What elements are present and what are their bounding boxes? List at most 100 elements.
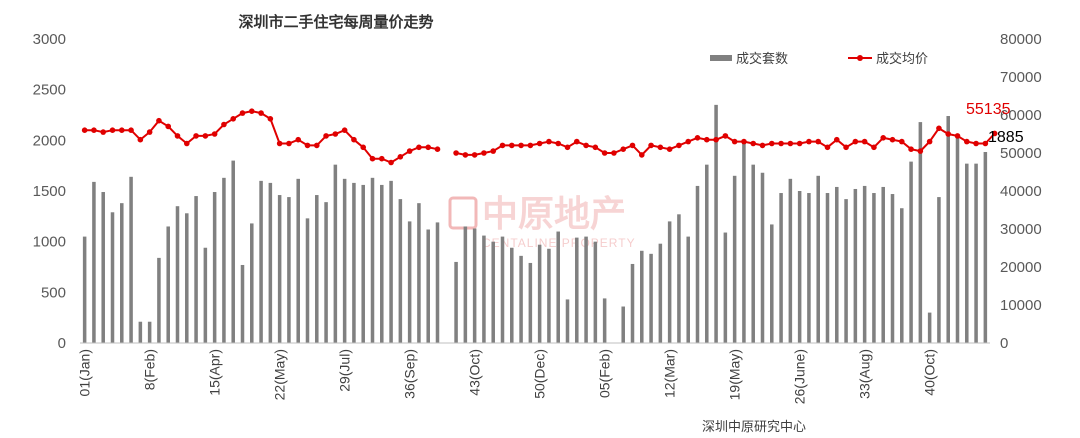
- x-tick-label: 01(Jan): [77, 349, 93, 396]
- avg-price-line-segment: [84, 110, 438, 164]
- data-label-last-price: 55135: [966, 101, 1011, 118]
- volume-bar: [463, 226, 468, 343]
- avg-price-point: [954, 133, 961, 139]
- right-y-tick-label: 40000: [1000, 183, 1042, 200]
- legend-volume-label: 成交套数: [736, 51, 788, 67]
- volume-bar: [454, 261, 458, 343]
- legend: 成交套数 成交均价: [710, 51, 928, 67]
- left-y-axis: 0 500 1000 1500 2000 2500 3000: [33, 31, 66, 352]
- x-tick-label: 43(Oct): [467, 349, 483, 396]
- volume-bar: [166, 226, 170, 343]
- volume-bar: [268, 182, 273, 343]
- volume-bar: [82, 236, 87, 343]
- volume-bar: [250, 223, 254, 343]
- avg-price-point: [917, 148, 924, 154]
- right-y-tick-label: 80000: [1000, 31, 1042, 48]
- right-y-tick-label: 30000: [1000, 221, 1042, 238]
- avg-price-point: [165, 123, 172, 130]
- avg-price-point: [713, 136, 719, 143]
- avg-price-point: [852, 138, 859, 145]
- volume-bar: [212, 192, 217, 343]
- volume-bar: [296, 178, 300, 343]
- legend-price-marker: [857, 55, 863, 61]
- volume-bar: [528, 262, 533, 343]
- avg-price-point: [211, 131, 218, 137]
- volume-bar: [231, 160, 235, 343]
- avg-price-point: [750, 140, 757, 147]
- avg-price-point: [982, 140, 989, 147]
- avg-price-point: [202, 133, 209, 139]
- avg-price-point: [416, 144, 422, 151]
- watermark: 中原地产 CENTALINE PROPERTY: [448, 194, 635, 250]
- volume-bar: [584, 236, 588, 343]
- avg-price-point: [945, 131, 952, 137]
- x-tick-label: 29(Jul): [337, 349, 353, 392]
- x-tick-label: 36(Sep): [402, 349, 418, 399]
- avg-price-point: [267, 116, 274, 122]
- avg-price-point: [332, 131, 339, 137]
- volume-bar: [835, 186, 839, 343]
- avg-price-point: [592, 144, 599, 151]
- volume-bar: [807, 193, 811, 343]
- legend-price-label: 成交均价: [876, 51, 928, 67]
- volume-bar: [760, 172, 765, 343]
- volume-bar: [779, 193, 783, 343]
- legend-volume-swatch: [710, 55, 732, 61]
- volume-bar: [305, 218, 310, 343]
- volume-bar: [974, 163, 978, 343]
- volume-bar: [157, 257, 161, 343]
- volume-bar: [825, 193, 830, 343]
- avg-price-point: [313, 142, 320, 149]
- avg-price-point: [601, 150, 608, 156]
- x-tick-label: 8(Feb): [142, 349, 158, 390]
- left-y-tick-label: 1500: [33, 183, 66, 200]
- right-y-tick-label: 0: [1000, 335, 1008, 352]
- avg-price-point: [128, 127, 134, 133]
- volume-bar: [946, 116, 950, 343]
- volume-bar: [705, 164, 709, 343]
- volume-bar: [147, 321, 152, 343]
- avg-price-point: [462, 152, 469, 158]
- avg-price-point: [286, 140, 292, 147]
- volume-bar: [287, 197, 291, 343]
- volume-bar: [732, 175, 737, 343]
- avg-price-point: [109, 127, 116, 133]
- left-y-tick-label: 1000: [33, 234, 66, 251]
- avg-price-point: [490, 148, 497, 154]
- avg-price-point: [703, 136, 710, 143]
- avg-price-point: [620, 146, 627, 152]
- right-y-tick-label: 10000: [1000, 297, 1042, 314]
- volume-bar: [602, 298, 607, 343]
- avg-price-line-segment: [455, 126, 996, 157]
- volume-bar: [324, 202, 328, 343]
- volume-bar: [361, 184, 365, 343]
- volume-bar: [575, 237, 579, 343]
- volume-bar: [417, 203, 421, 343]
- x-tick-label: 22(May): [272, 349, 288, 400]
- avg-price-line: [81, 108, 998, 166]
- x-tick-label: 33(Aug): [857, 349, 873, 399]
- volume-bar: [751, 164, 755, 343]
- right-y-tick-label: 60000: [1000, 107, 1042, 124]
- volume-bar: [955, 136, 960, 343]
- avg-price-point: [221, 121, 227, 128]
- x-axis-ticks: 01(Jan) 8(Feb) 15(Apr) 22(May) 29(Jul) 36(Sep…: [77, 349, 938, 404]
- volume-bar: [937, 197, 941, 343]
- chart-title: 深圳市二手住宅每周量价走势: [238, 13, 433, 31]
- volume-bar: [742, 142, 746, 343]
- volume-bar: [881, 186, 885, 343]
- volume-bar: [667, 221, 672, 343]
- volume-bar: [333, 164, 338, 343]
- avg-price-point: [871, 144, 877, 151]
- avg-price-point: [546, 138, 552, 145]
- volume-bar: [797, 191, 802, 343]
- volume-bar: [853, 188, 858, 343]
- avg-price-point: [453, 150, 459, 156]
- volume-bar: [658, 243, 663, 343]
- volume-bar: [556, 231, 560, 343]
- avg-price-point: [648, 142, 654, 149]
- volume-bar: [398, 199, 403, 343]
- x-tick-label: 19(May): [727, 349, 743, 400]
- avg-price-point: [323, 133, 329, 139]
